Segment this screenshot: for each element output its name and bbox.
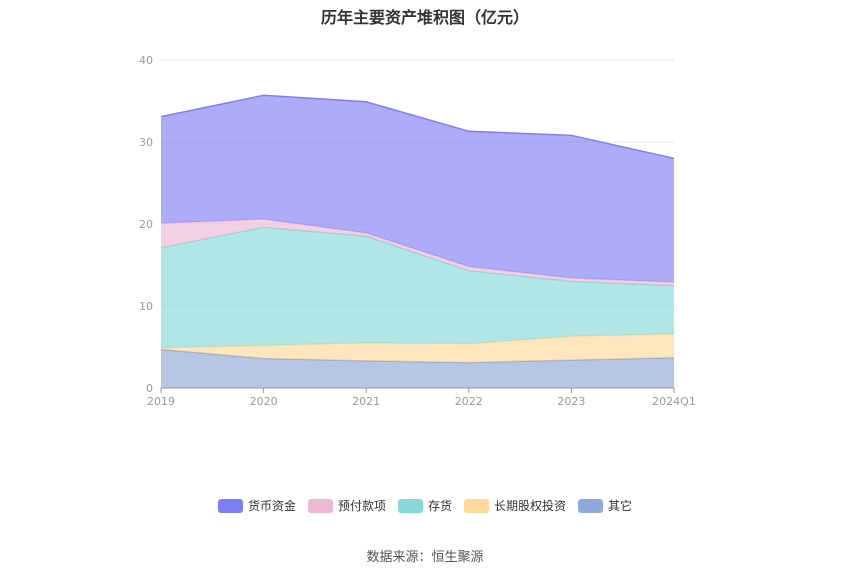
legend-item[interactable]: 长期股权投资: [464, 497, 566, 514]
legend-swatch: [307, 498, 333, 513]
chart-title: 历年主要资产堆积图（亿元）: [320, 8, 529, 27]
area-cash: [161, 95, 674, 283]
legend-label: 存货: [427, 499, 452, 513]
legend-swatch: [578, 498, 604, 513]
data-source: 数据来源：恒生聚源: [366, 550, 484, 565]
x-tick-label: 2023: [557, 395, 585, 408]
y-tick-label: 0: [146, 382, 153, 395]
y-tick-label: 30: [139, 136, 153, 149]
legend-swatch: [397, 498, 423, 513]
legend-swatch: [217, 498, 243, 513]
legend-item[interactable]: 存货: [397, 497, 452, 514]
legend-label: 预付款项: [337, 499, 386, 513]
legend-item[interactable]: 其它: [578, 497, 632, 514]
area-inventory: [161, 227, 674, 348]
area-cash-line: [160, 94, 675, 160]
legend-label: 长期股权投资: [494, 499, 567, 513]
area-long-term-equity: [161, 333, 674, 363]
x-tick-label: 2021: [352, 395, 380, 408]
legend: 货币资金 预付款项 存货 长期股权投资 其它: [0, 497, 850, 514]
legend-label: 其它: [608, 499, 633, 513]
legend-item[interactable]: 货币资金: [217, 497, 296, 514]
y-tick-label: 20: [139, 218, 153, 231]
y-tick-label: 10: [139, 300, 153, 313]
x-tick-label: 2022: [455, 395, 483, 408]
axes: 2019 2020 2021 2022 2023 2024Q1: [147, 387, 696, 408]
x-tick-label: 2024Q1: [652, 395, 696, 408]
legend-label: 货币资金: [247, 499, 296, 513]
x-tick-label: 2019: [147, 395, 175, 408]
x-tick-label: 2020: [250, 395, 278, 408]
legend-item[interactable]: 预付款项: [307, 497, 386, 514]
area-prepayments: [161, 219, 674, 286]
area-series: [160, 94, 675, 388]
legend-swatch: [464, 498, 489, 513]
y-tick-label: 40: [139, 54, 153, 67]
